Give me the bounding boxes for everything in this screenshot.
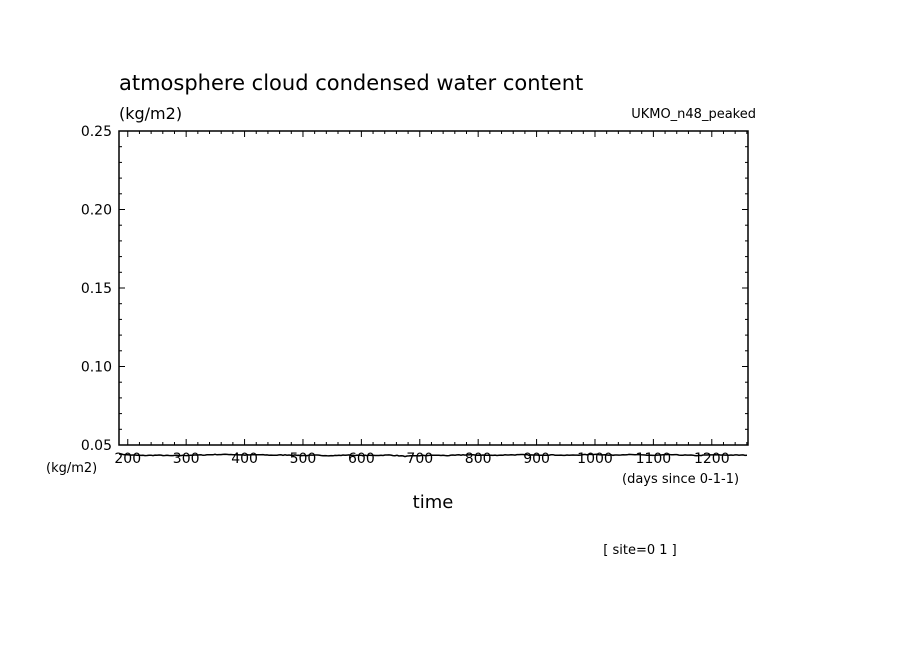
model-label: UKMO_n48_peaked xyxy=(631,107,756,122)
series-line xyxy=(118,453,748,458)
y-tick-label: 0.20 xyxy=(81,203,112,219)
x-units-label: (days since 0-1-1) xyxy=(622,472,739,487)
y-tick-label: 0.25 xyxy=(81,124,112,140)
x-tick-label: 400 xyxy=(231,451,258,467)
x-tick-label: 1100 xyxy=(636,451,672,467)
plot-frame xyxy=(118,130,749,446)
x-tick-label: 600 xyxy=(348,451,375,467)
x-tick-label: 700 xyxy=(406,451,433,467)
x-tick-label: 900 xyxy=(523,451,550,467)
y-axis: 0.05 0.10 0.15 0.20 0.25 xyxy=(81,124,748,454)
x-tick-label: 1000 xyxy=(577,451,613,467)
x-tick-label: 1200 xyxy=(694,451,730,467)
x-tick-label: 500 xyxy=(290,451,317,467)
y-tick-label: 0.05 xyxy=(81,438,112,454)
x-tick-label: 800 xyxy=(465,451,492,467)
units-label: (kg/m2) xyxy=(119,104,182,123)
y-side-units-label: (kg/m2) xyxy=(46,461,97,476)
chart-title: atmosphere cloud condensed water content xyxy=(119,71,583,95)
y-tick-label: 0.15 xyxy=(81,281,112,297)
x-axis: 200 300 400 500 600 700 800 900 1000 1100 1200 xyxy=(114,131,748,467)
x-tick-label: 200 xyxy=(114,451,141,467)
x-axis-label: time xyxy=(413,492,454,513)
footer-label: [ site=0 1 ] xyxy=(603,543,676,558)
x-tick-label: 300 xyxy=(173,451,200,467)
y-tick-label: 0.10 xyxy=(81,360,112,376)
